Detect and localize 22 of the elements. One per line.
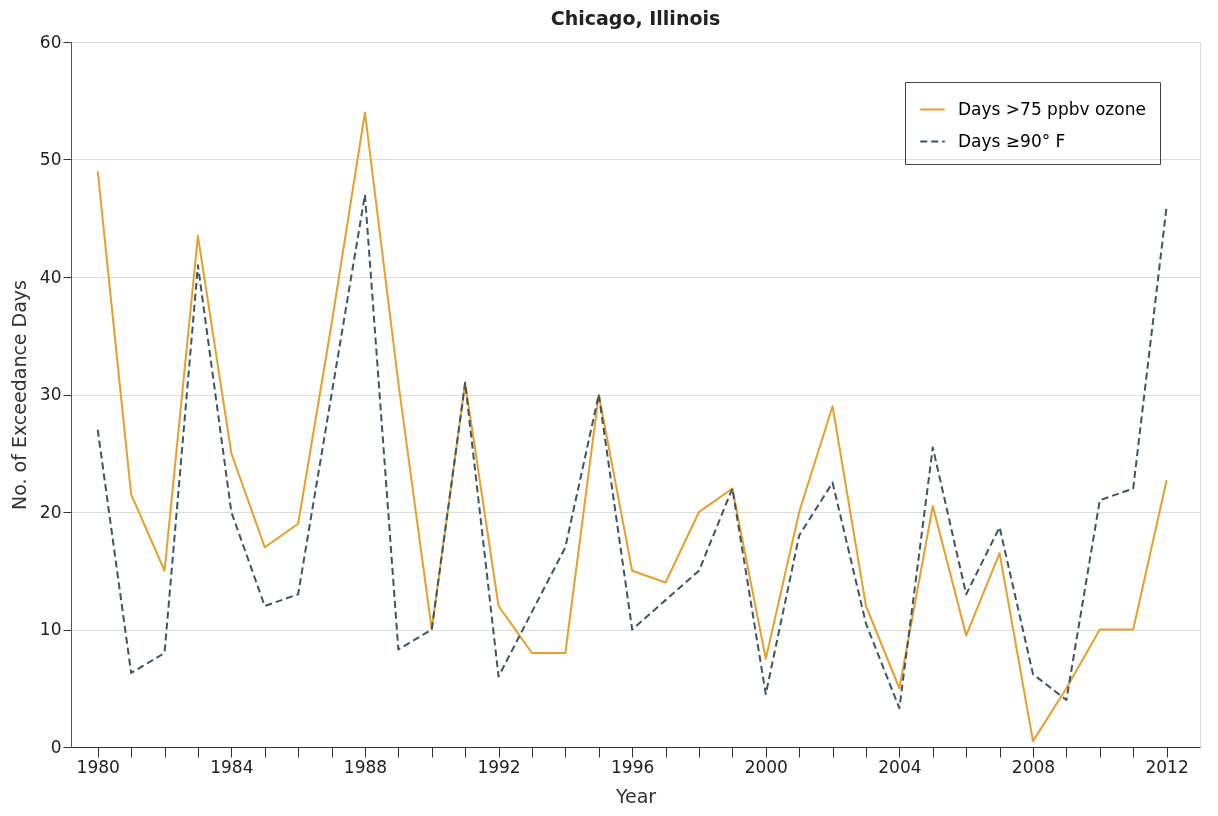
line-series: [96, 193, 1168, 710]
y-tick-label: 60: [39, 31, 62, 52]
x-axis-title: Year: [614, 784, 657, 807]
chart-title: Chicago, Illinois: [550, 7, 721, 29]
x-tick-label: 1992: [477, 756, 521, 777]
legend-label: Days >75 ppbv ozone: [958, 98, 1146, 119]
legend-label: Days ≥90° F: [958, 130, 1066, 151]
x-tick-label: 2012: [1145, 756, 1189, 777]
x-tick-label: 1996: [611, 756, 655, 777]
x-tick-label: 1984: [210, 756, 254, 777]
y-tick-label: 0: [50, 736, 62, 757]
y-tick-label: 10: [39, 619, 62, 639]
x-tick-label: 2008: [1011, 756, 1056, 777]
y-axis-title: No. of Exceedance Days: [7, 279, 30, 511]
y-tick-label: 20: [39, 501, 62, 522]
x-tick-label: 2000: [744, 756, 788, 777]
y-tick-label: 40: [39, 266, 62, 287]
x-tick-label: 1988: [343, 756, 388, 777]
x-tick-label: 1980: [76, 756, 120, 777]
x-tick-label: 2004: [878, 756, 922, 777]
y-tick-label: 50: [39, 149, 62, 169]
y-tick-label: 30: [39, 384, 62, 404]
